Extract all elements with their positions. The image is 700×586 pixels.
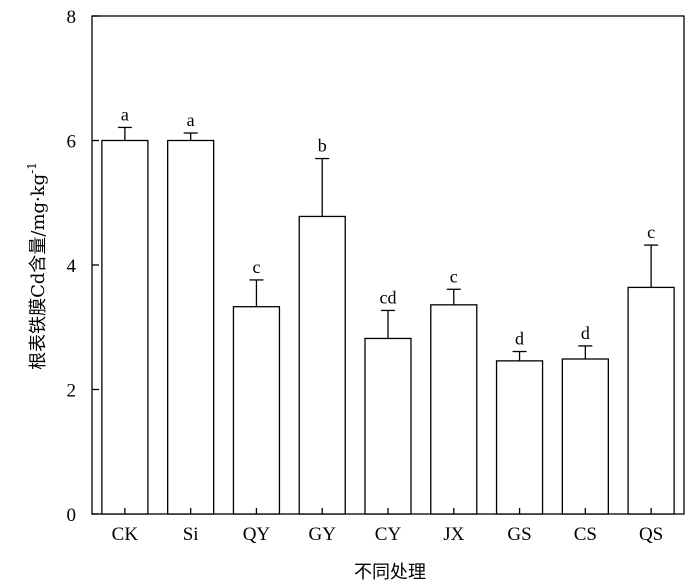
x-axis-ticks: CK Si QY GY CY JX GS CS QS [112,508,663,545]
bar-gy [298,215,346,515]
bar-gs [495,360,544,515]
significance-label-ck: a [121,104,129,124]
y-tick-label: 8 [67,7,77,28]
y-tick-label: 0 [67,505,77,526]
y-axis-ticks: 0 2 4 6 8 [67,7,99,526]
x-axis-title: 不同处理 [354,562,426,583]
significance-label-cs: d [581,323,590,343]
y-axis-title-main: 根表铁膜Cd含量/mg·kg [28,174,49,370]
significance-label-gs: d [515,329,524,349]
bar-jx [430,304,478,515]
x-tick-label: JX [443,524,464,545]
bar-group-qy: c [232,257,281,515]
bar-group-qs: c [627,222,675,515]
y-axis-title-superscript: -1 [25,162,39,174]
x-tick-label: CK [112,524,139,545]
significance-label-si: a [187,110,195,130]
bar-group-si: a [167,110,215,515]
bar-group-gy: b [298,136,346,515]
x-tick-label: CY [375,524,402,545]
x-tick-label: Si [183,524,199,545]
y-tick-label: 2 [67,381,77,402]
y-axis-title: 根表铁膜Cd含量/mg·kg-1 [25,162,49,370]
bar-group-cy: cd [364,287,412,515]
x-tick-label: QS [639,524,663,545]
significance-label-gy: b [318,136,327,156]
y-tick-label: 6 [67,132,77,153]
y-tick-label: 4 [67,256,77,277]
bar-si [167,139,215,515]
bar-cy [364,337,412,515]
bar-qy [232,306,281,515]
significance-label-qy: c [252,257,260,277]
x-tick-label: GS [507,524,531,545]
significance-label-qs: c [647,222,655,242]
significance-label-cy: cd [380,287,397,307]
x-tick-label: CS [574,524,597,545]
bar-cs [561,358,609,515]
x-tick-label: GY [308,524,336,545]
x-tick-label: QY [243,524,271,545]
bar-group-ck: a [101,104,149,515]
bar-group-jx: c [430,266,478,515]
bar-qs [627,286,675,515]
bar-group-cs: d [561,323,609,515]
significance-label-jx: c [450,266,458,286]
bar-ck [101,139,149,515]
bar-group-gs: d [495,329,544,515]
